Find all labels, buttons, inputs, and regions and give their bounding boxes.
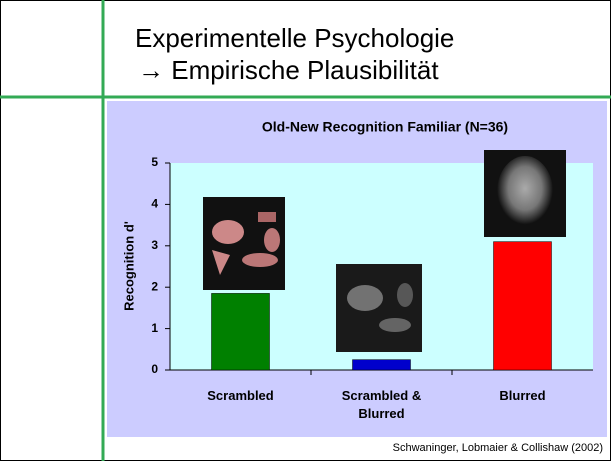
slide-title: Experimentelle Psychologie xyxy=(135,23,454,53)
y-tick-label: 3 xyxy=(151,238,158,252)
y-tick-label: 1 xyxy=(151,321,158,335)
y-tick-label: 0 xyxy=(151,362,158,376)
stimulus-scrambled-blurred xyxy=(336,264,422,352)
stimulus-blurred xyxy=(484,150,566,237)
x-tick-label: Blurred xyxy=(468,387,578,405)
y-tick-label: 5 xyxy=(151,155,158,169)
bar xyxy=(212,293,270,370)
x-tick-label: Scrambled xyxy=(186,387,296,405)
y-axis-label: Recognition d' xyxy=(121,221,136,311)
slide: Experimentelle Psychologie → Empirische … xyxy=(0,0,611,461)
y-tick-label: 2 xyxy=(151,279,158,293)
bar xyxy=(353,360,411,370)
chart-title: Old-New Recognition Familiar (N=36) xyxy=(262,119,508,135)
slide-subtitle: → Empirische Plausibilität xyxy=(138,55,439,85)
bar xyxy=(494,242,552,370)
source: Schwaninger, Lobmaier & Collishaw (2002) xyxy=(393,442,603,454)
y-tick-label: 4 xyxy=(151,197,158,211)
stimulus-scrambled xyxy=(203,197,285,290)
x-tick-label: Scrambled & Blurred xyxy=(327,387,437,423)
